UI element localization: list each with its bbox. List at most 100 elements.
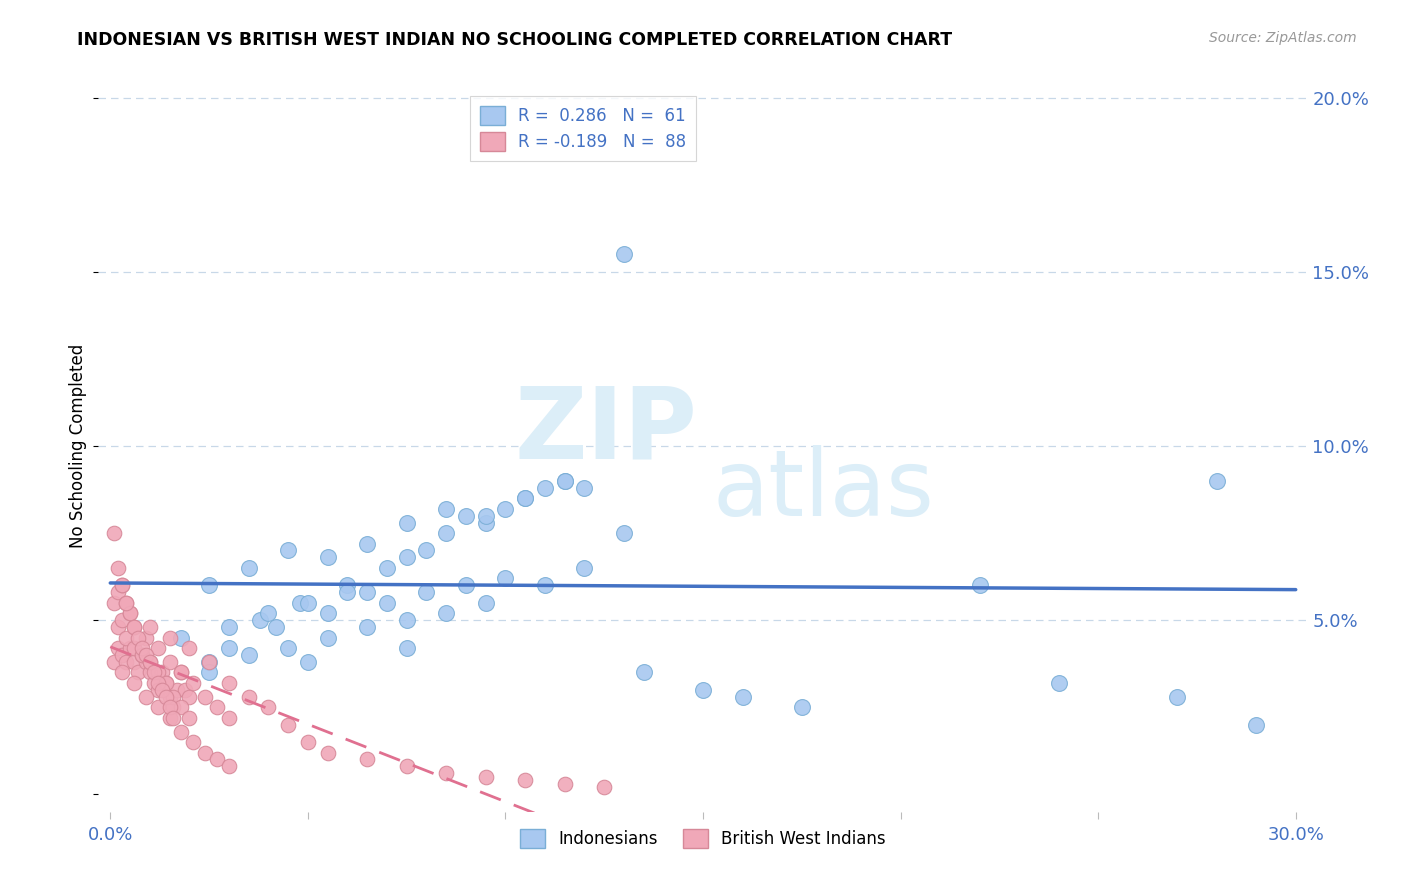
- Point: [150, 682, 173, 697]
- Point: [1047, 676, 1070, 690]
- Point: [218, 620, 240, 634]
- Point: [159, 690, 181, 704]
- Point: [297, 655, 319, 669]
- Point: [111, 578, 134, 592]
- Point: [297, 596, 319, 610]
- Point: [969, 578, 991, 592]
- Point: [170, 724, 193, 739]
- Point: [118, 640, 141, 655]
- Point: [131, 640, 153, 655]
- Point: [146, 640, 169, 655]
- Point: [146, 676, 169, 690]
- Point: [554, 474, 576, 488]
- Point: [316, 631, 339, 645]
- Point: [692, 682, 714, 697]
- Point: [159, 700, 181, 714]
- Point: [336, 585, 359, 599]
- Point: [162, 690, 184, 704]
- Point: [218, 759, 240, 773]
- Point: [434, 766, 457, 780]
- Point: [115, 596, 138, 610]
- Point: [139, 620, 162, 634]
- Point: [194, 746, 217, 760]
- Point: [107, 620, 129, 634]
- Point: [613, 526, 636, 541]
- Point: [277, 543, 299, 558]
- Point: [534, 481, 557, 495]
- Point: [205, 752, 228, 766]
- Point: [554, 474, 576, 488]
- Point: [574, 481, 596, 495]
- Point: [218, 676, 240, 690]
- Point: [139, 655, 162, 669]
- Point: [115, 655, 138, 669]
- Point: [238, 561, 260, 575]
- Point: [107, 640, 129, 655]
- Point: [131, 648, 153, 662]
- Point: [574, 561, 596, 575]
- Point: [356, 620, 378, 634]
- Point: [395, 613, 418, 627]
- Point: [135, 655, 157, 669]
- Point: [205, 700, 228, 714]
- Point: [257, 606, 280, 620]
- Point: [122, 620, 145, 634]
- Point: [277, 717, 299, 731]
- Point: [111, 613, 134, 627]
- Point: [155, 690, 177, 704]
- Point: [515, 491, 537, 506]
- Point: [1205, 474, 1227, 488]
- Point: [181, 735, 204, 749]
- Point: [155, 676, 177, 690]
- Point: [356, 752, 378, 766]
- Point: [474, 508, 496, 523]
- Point: [122, 640, 145, 655]
- Point: [166, 682, 188, 697]
- Point: [515, 773, 537, 788]
- Point: [146, 665, 169, 680]
- Point: [434, 501, 457, 516]
- Point: [474, 516, 496, 530]
- Point: [170, 631, 193, 645]
- Point: [474, 770, 496, 784]
- Point: [135, 690, 157, 704]
- Point: [179, 640, 201, 655]
- Point: [249, 613, 271, 627]
- Point: [122, 655, 145, 669]
- Text: ZIP: ZIP: [515, 383, 697, 480]
- Point: [146, 700, 169, 714]
- Point: [375, 561, 398, 575]
- Point: [198, 665, 221, 680]
- Point: [415, 585, 437, 599]
- Point: [454, 508, 477, 523]
- Point: [142, 665, 165, 680]
- Point: [159, 711, 181, 725]
- Point: [434, 606, 457, 620]
- Point: [162, 711, 184, 725]
- Text: INDONESIAN VS BRITISH WEST INDIAN NO SCHOOLING COMPLETED CORRELATION CHART: INDONESIAN VS BRITISH WEST INDIAN NO SCH…: [77, 31, 952, 49]
- Point: [170, 700, 193, 714]
- Point: [139, 655, 162, 669]
- Legend: Indonesians, British West Indians: Indonesians, British West Indians: [513, 822, 893, 855]
- Point: [139, 665, 162, 680]
- Point: [218, 640, 240, 655]
- Point: [170, 665, 193, 680]
- Point: [731, 690, 754, 704]
- Point: [395, 516, 418, 530]
- Point: [198, 655, 221, 669]
- Point: [131, 648, 153, 662]
- Point: [515, 491, 537, 506]
- Point: [474, 596, 496, 610]
- Point: [297, 735, 319, 749]
- Point: [264, 620, 287, 634]
- Point: [159, 631, 181, 645]
- Point: [554, 777, 576, 791]
- Point: [155, 676, 177, 690]
- Point: [434, 526, 457, 541]
- Point: [336, 578, 359, 592]
- Point: [115, 631, 138, 645]
- Text: atlas: atlas: [713, 445, 935, 535]
- Point: [356, 536, 378, 550]
- Point: [1244, 717, 1267, 731]
- Point: [159, 655, 181, 669]
